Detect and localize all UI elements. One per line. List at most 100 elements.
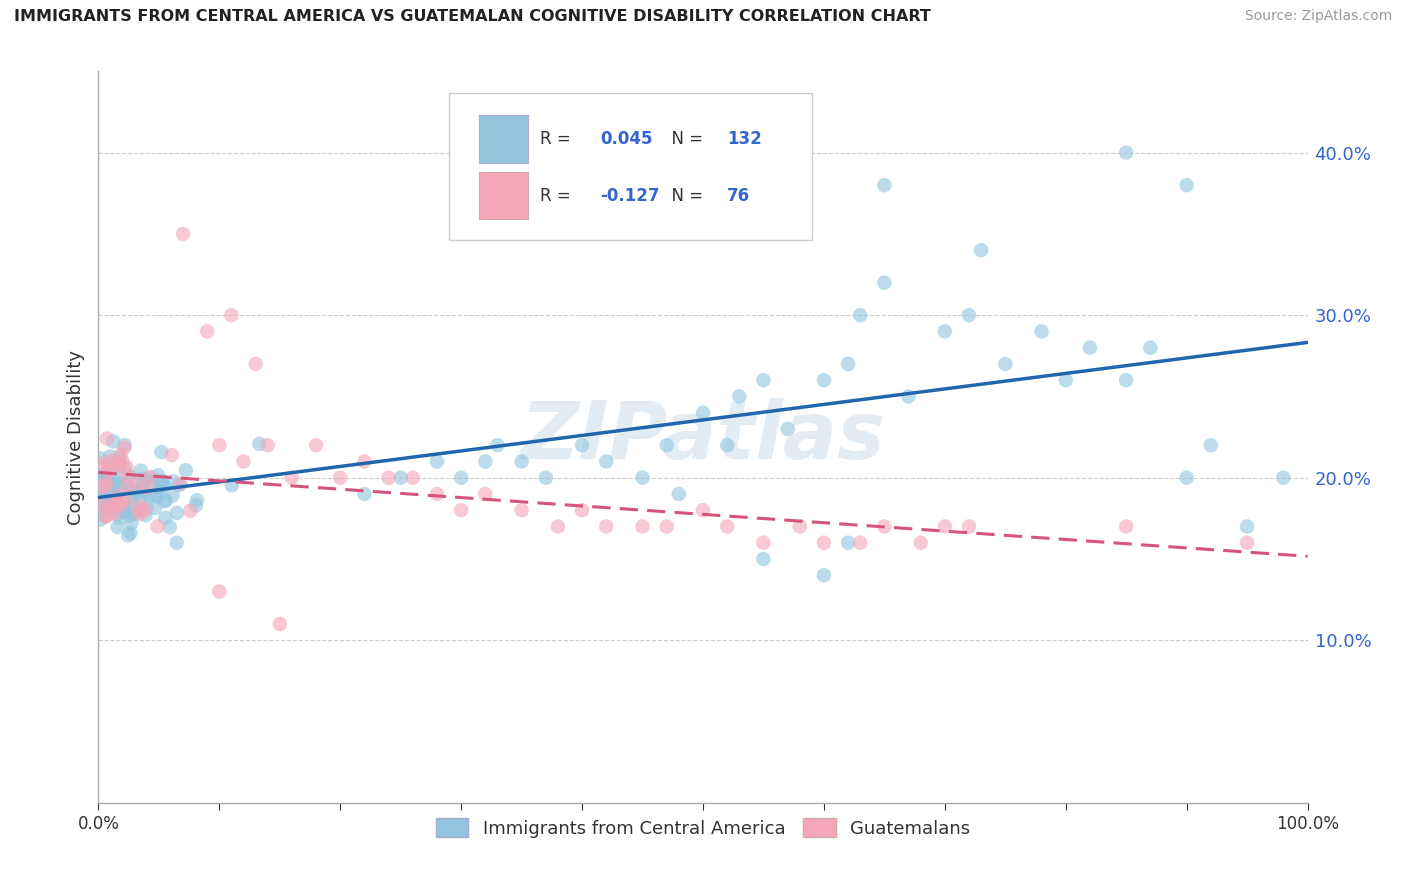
Y-axis label: Cognitive Disability: Cognitive Disability bbox=[66, 350, 84, 524]
Point bbox=[957, 308, 980, 322]
Point bbox=[150, 474, 173, 488]
Point bbox=[104, 456, 127, 470]
Point bbox=[103, 434, 125, 449]
Point bbox=[162, 489, 184, 503]
Point bbox=[120, 525, 142, 540]
Point bbox=[111, 505, 134, 519]
Point bbox=[571, 503, 593, 517]
Point bbox=[145, 488, 167, 502]
Legend: Immigrants from Central America, Guatemalans: Immigrants from Central America, Guatema… bbox=[429, 811, 977, 845]
Point bbox=[105, 494, 128, 508]
Point bbox=[1236, 535, 1258, 549]
Point bbox=[571, 438, 593, 452]
Point bbox=[122, 490, 145, 504]
Point bbox=[167, 478, 190, 492]
Point bbox=[146, 490, 169, 504]
Point bbox=[184, 499, 207, 513]
Point bbox=[221, 308, 243, 322]
Point bbox=[172, 227, 194, 241]
Point bbox=[91, 483, 114, 498]
Point bbox=[110, 480, 132, 494]
Point bbox=[110, 482, 132, 496]
Point bbox=[849, 535, 872, 549]
Point bbox=[91, 480, 114, 494]
Point bbox=[910, 535, 932, 549]
Point bbox=[450, 471, 472, 485]
Point bbox=[91, 498, 114, 512]
Point bbox=[655, 438, 678, 452]
Point bbox=[105, 498, 128, 512]
Point bbox=[108, 450, 131, 465]
Point bbox=[90, 493, 112, 508]
Point bbox=[149, 481, 172, 495]
Text: N =: N = bbox=[661, 186, 709, 204]
Point bbox=[107, 520, 129, 534]
Point bbox=[970, 243, 993, 257]
Point bbox=[107, 496, 129, 510]
Point bbox=[141, 470, 163, 484]
Point bbox=[134, 483, 156, 498]
Point bbox=[232, 454, 254, 468]
Text: ZIPatlas: ZIPatlas bbox=[520, 398, 886, 476]
Point bbox=[98, 487, 121, 501]
Point bbox=[186, 493, 208, 508]
Text: N =: N = bbox=[661, 129, 709, 148]
Point bbox=[813, 535, 835, 549]
Point bbox=[104, 480, 127, 494]
Point bbox=[114, 438, 136, 452]
Point bbox=[120, 508, 142, 523]
Point bbox=[269, 617, 291, 632]
Point bbox=[120, 516, 142, 530]
Text: Source: ZipAtlas.com: Source: ZipAtlas.com bbox=[1244, 9, 1392, 23]
Point bbox=[256, 438, 278, 452]
Point bbox=[160, 448, 183, 462]
Point bbox=[146, 519, 169, 533]
Point bbox=[104, 477, 127, 491]
Point bbox=[155, 510, 177, 524]
Point bbox=[127, 483, 149, 498]
Text: R =: R = bbox=[540, 129, 576, 148]
Point bbox=[128, 502, 150, 516]
Point bbox=[89, 497, 111, 511]
Point bbox=[631, 471, 654, 485]
Point bbox=[1139, 341, 1161, 355]
Point bbox=[111, 500, 134, 514]
Point bbox=[1236, 519, 1258, 533]
Point bbox=[138, 470, 160, 484]
Point bbox=[474, 487, 496, 501]
Point bbox=[96, 432, 118, 446]
Point bbox=[166, 535, 188, 549]
Point bbox=[142, 477, 165, 491]
Point bbox=[129, 507, 152, 521]
Point bbox=[111, 454, 134, 468]
Text: R =: R = bbox=[540, 186, 576, 204]
Point bbox=[89, 471, 111, 485]
Point bbox=[129, 464, 152, 478]
Point bbox=[115, 460, 138, 475]
Point bbox=[221, 478, 243, 492]
Point bbox=[752, 373, 775, 387]
Point bbox=[813, 568, 835, 582]
Point bbox=[692, 503, 714, 517]
Point bbox=[107, 494, 129, 508]
Point bbox=[873, 519, 896, 533]
FancyBboxPatch shape bbox=[449, 94, 811, 240]
Point bbox=[104, 474, 127, 488]
Point bbox=[89, 451, 111, 466]
Point bbox=[90, 512, 112, 526]
Point bbox=[426, 454, 449, 468]
Point bbox=[101, 488, 124, 502]
FancyBboxPatch shape bbox=[479, 115, 527, 163]
Point bbox=[716, 438, 738, 452]
Point bbox=[179, 504, 201, 518]
Point bbox=[426, 487, 449, 501]
Point bbox=[752, 552, 775, 566]
Point bbox=[115, 492, 138, 507]
Point bbox=[486, 438, 509, 452]
Point bbox=[1272, 471, 1295, 485]
Point bbox=[143, 500, 166, 515]
Point bbox=[873, 276, 896, 290]
Point bbox=[98, 500, 121, 515]
Point bbox=[305, 438, 328, 452]
Point bbox=[125, 476, 148, 491]
